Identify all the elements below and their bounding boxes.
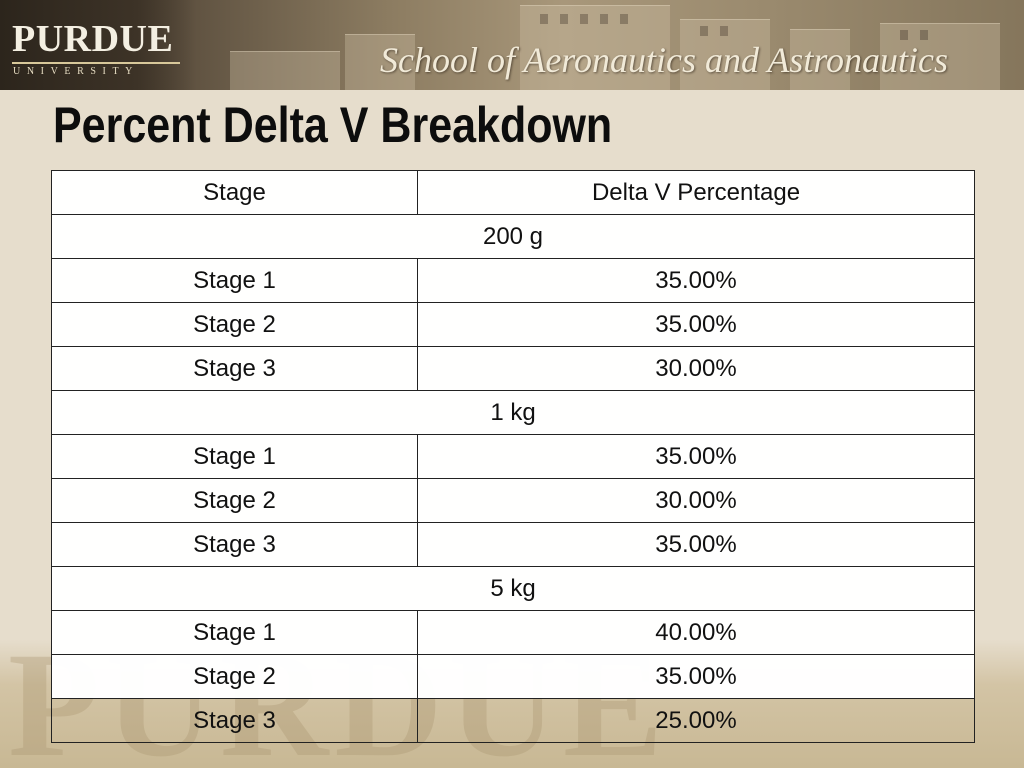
table-row: Stage 1 40.00% [51,610,975,655]
group-label: 1 kg [51,390,975,435]
stage-cell: Stage 2 [51,478,418,523]
school-name: School of Aeronautics and Astronautics [380,40,948,80]
table-row: Stage 3 25.00% [51,698,975,743]
column-header-stage: Stage [51,170,418,215]
university-logo: PURDUE UNIVERSITY [0,0,196,90]
stage-cell: Stage 2 [51,654,418,699]
building-shape [345,34,415,90]
table-row: Stage 2 35.00% [51,654,975,699]
logo-university-name: PURDUE [12,18,174,60]
window-shape [700,26,708,36]
building-shape [790,29,850,90]
percentage-cell: 35.00% [417,522,975,567]
stage-cell: Stage 3 [51,698,418,743]
group-label: 200 g [51,214,975,259]
percentage-cell: 35.00% [417,434,975,479]
stage-cell: Stage 3 [51,522,418,567]
building-shape [520,5,670,90]
percentage-cell: 30.00% [417,478,975,523]
logo-divider [12,62,180,64]
window-shape [600,14,608,24]
delta-v-table: Stage Delta V Percentage 200 g Stage 1 3… [51,170,975,743]
stage-cell: Stage 1 [51,258,418,303]
percentage-cell: 40.00% [417,610,975,655]
stage-cell: Stage 2 [51,302,418,347]
stage-cell: Stage 1 [51,434,418,479]
header-banner: PURDUE UNIVERSITY School of Aeronautics … [0,0,1024,90]
percentage-cell: 35.00% [417,302,975,347]
percentage-cell: 35.00% [417,258,975,303]
table-row: Stage 3 35.00% [51,522,975,567]
group-label: 5 kg [51,566,975,611]
logo-university-sub: UNIVERSITY [13,66,139,77]
percentage-cell: 35.00% [417,654,975,699]
page-title: Percent Delta V Breakdown [53,97,613,153]
percentage-cell: 25.00% [417,698,975,743]
group-row: 5 kg [51,566,975,611]
stage-cell: Stage 1 [51,610,418,655]
window-shape [720,26,728,36]
building-shape [680,19,770,90]
window-shape [540,14,548,24]
window-shape [560,14,568,24]
building-shape [230,51,340,90]
table-row: Stage 3 30.00% [51,346,975,391]
table-row: Stage 1 35.00% [51,434,975,479]
table-row: Stage 1 35.00% [51,258,975,303]
group-row: 200 g [51,214,975,259]
column-header-delta-v: Delta V Percentage [417,170,975,215]
window-shape [920,30,928,40]
table-header-row: Stage Delta V Percentage [51,170,975,215]
group-row: 1 kg [51,390,975,435]
window-shape [620,14,628,24]
table-row: Stage 2 30.00% [51,478,975,523]
window-shape [580,14,588,24]
window-shape [900,30,908,40]
stage-cell: Stage 3 [51,346,418,391]
percentage-cell: 30.00% [417,346,975,391]
building-shape [880,23,1000,90]
table-row: Stage 2 35.00% [51,302,975,347]
